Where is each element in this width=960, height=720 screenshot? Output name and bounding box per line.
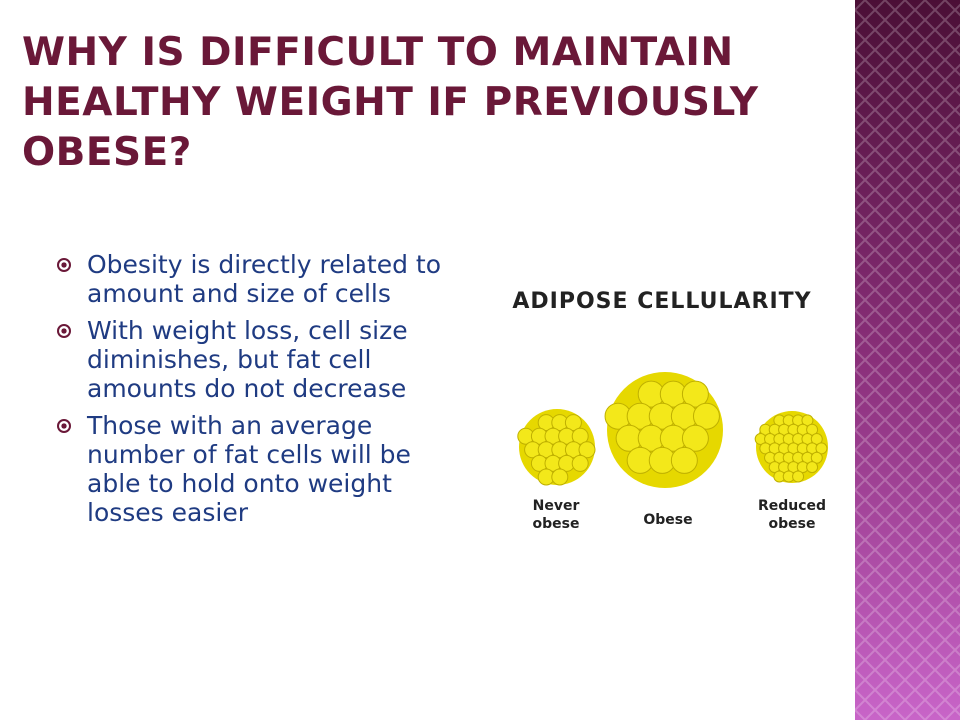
fat-cell [806,423,819,436]
fat-cell [681,380,709,408]
cell-clusters [517,372,828,488]
fat-cell [551,468,569,486]
fat-cell [564,414,582,432]
fat-cell [810,451,823,464]
fat-cell [578,441,596,459]
fat-cell [806,461,819,474]
bullet: With weight loss, cell size diminishes, … [55,316,450,403]
figure-label: Never obese [533,498,580,532]
fat-cell [571,454,589,472]
fat-cell [692,402,720,430]
fat-cell [792,470,805,483]
decorative-stripe [855,0,960,720]
figure: ADIPOSE CELLULARITY Never obese Obese Red… [512,289,828,532]
fat-cell [571,427,589,445]
bullet: Obesity is directly related to amount an… [55,250,450,308]
fat-cell [815,442,828,455]
figure-label: Obese [643,512,692,528]
figure-label: Reduced obese [758,498,826,532]
bullet: Those with an average number of fat cell… [55,411,450,527]
fat-cell [670,446,698,474]
slide-title: WHY IS DIFFICULT TO MAINTAIN HEALTHY WEI… [22,30,759,175]
fat-cell [681,424,709,452]
figure-title: ADIPOSE CELLULARITY [512,289,811,314]
fat-cell [810,433,823,446]
bullet-list: Obesity is directly related to amount an… [55,250,450,535]
fat-cell [801,414,814,427]
